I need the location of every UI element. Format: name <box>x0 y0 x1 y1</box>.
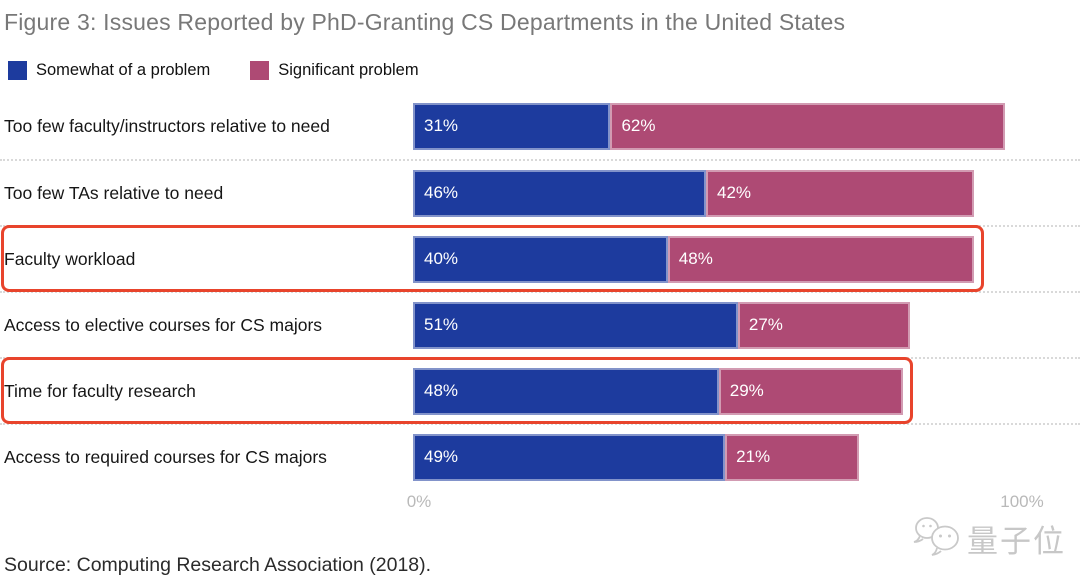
bar-value-label: 49% <box>424 447 459 466</box>
axis-tick-100: 100% <box>1000 492 1044 511</box>
bar-track: 49% 21% <box>413 433 1050 481</box>
bar-value-label: 48% <box>424 381 459 400</box>
bar-value-label: 42% <box>717 183 752 202</box>
bar-value-label: 62% <box>621 116 656 135</box>
bar-segment-significant: 48% <box>667 235 974 283</box>
bar-value-label: 40% <box>424 249 459 268</box>
x-axis: 0% 100% <box>407 489 1050 515</box>
bar-track: 48% 29% <box>413 367 1050 415</box>
bar-segment-significant: 27% <box>737 301 910 349</box>
bar-row: Too few faculty/instructors relative to … <box>0 93 1080 159</box>
chart-rows: Too few faculty/instructors relative to … <box>0 93 1080 489</box>
bar-track: 40% 48% <box>413 235 1050 283</box>
bar-segment-significant: 21% <box>725 433 859 481</box>
bar-row: Access to elective courses for CS majors… <box>0 291 1080 357</box>
bar-segment-somewhat: 48% <box>413 367 719 415</box>
category-label: Time for faculty research <box>4 380 196 401</box>
bar-value-label: 29% <box>729 381 764 400</box>
bar-segment-significant: 62% <box>610 102 1006 150</box>
category-label: Access to required courses for CS majors <box>4 446 327 467</box>
legend-item-significant: Significant problem <box>250 61 419 80</box>
bar-segment-somewhat: 49% <box>413 433 726 481</box>
bar-value-label: 48% <box>678 249 713 268</box>
bar-row: Access to required courses for CS majors… <box>0 423 1080 489</box>
source-note: Source: Computing Research Association (… <box>4 554 432 576</box>
legend-label-somewhat: Somewhat of a problem <box>36 61 211 79</box>
bar-track: 31% 62% <box>413 102 1050 150</box>
bar-track: 46% 42% <box>413 169 1050 217</box>
bar-value-label: 31% <box>424 116 459 135</box>
legend-swatch-somewhat <box>8 61 27 80</box>
category-label: Access to elective courses for CS majors <box>4 314 323 335</box>
legend: Somewhat of a problem Significant proble… <box>8 61 1080 80</box>
bar-segment-somewhat: 40% <box>413 235 668 283</box>
bar-segment-somewhat: 46% <box>413 169 707 217</box>
bar-row: Too few TAs relative to need 46% 42% <box>0 159 1080 225</box>
category-label: Faculty workload <box>4 248 136 269</box>
category-label: Too few faculty/instructors relative to … <box>4 115 330 136</box>
chat-bubbles-icon <box>912 515 964 562</box>
legend-label-significant: Significant problem <box>278 61 419 79</box>
bar-value-label: 21% <box>736 447 771 466</box>
figure-title: Figure 3: Issues Reported by PhD-Grantin… <box>4 9 846 35</box>
bar-track: 51% 27% <box>413 301 1050 349</box>
bar-row: Time for faculty research 48% 29% <box>0 357 1080 424</box>
bar-segment-somewhat: 51% <box>413 301 738 349</box>
bar-row: Faculty workload 40% 48% <box>0 225 1080 292</box>
legend-item-somewhat: Somewhat of a problem <box>8 61 210 80</box>
legend-swatch-significant <box>250 61 270 80</box>
bar-value-label: 46% <box>424 183 459 202</box>
category-label: Too few TAs relative to need <box>4 182 224 203</box>
bar-segment-significant: 42% <box>706 169 974 217</box>
axis-tick-0: 0% <box>406 492 432 511</box>
bar-value-label: 27% <box>748 315 783 334</box>
watermark-text: 量子位 <box>967 524 1066 559</box>
bar-segment-significant: 29% <box>718 367 904 415</box>
bar-value-label: 51% <box>424 315 459 334</box>
bar-segment-somewhat: 31% <box>413 102 611 150</box>
watermark: 量子位 <box>912 515 1066 562</box>
